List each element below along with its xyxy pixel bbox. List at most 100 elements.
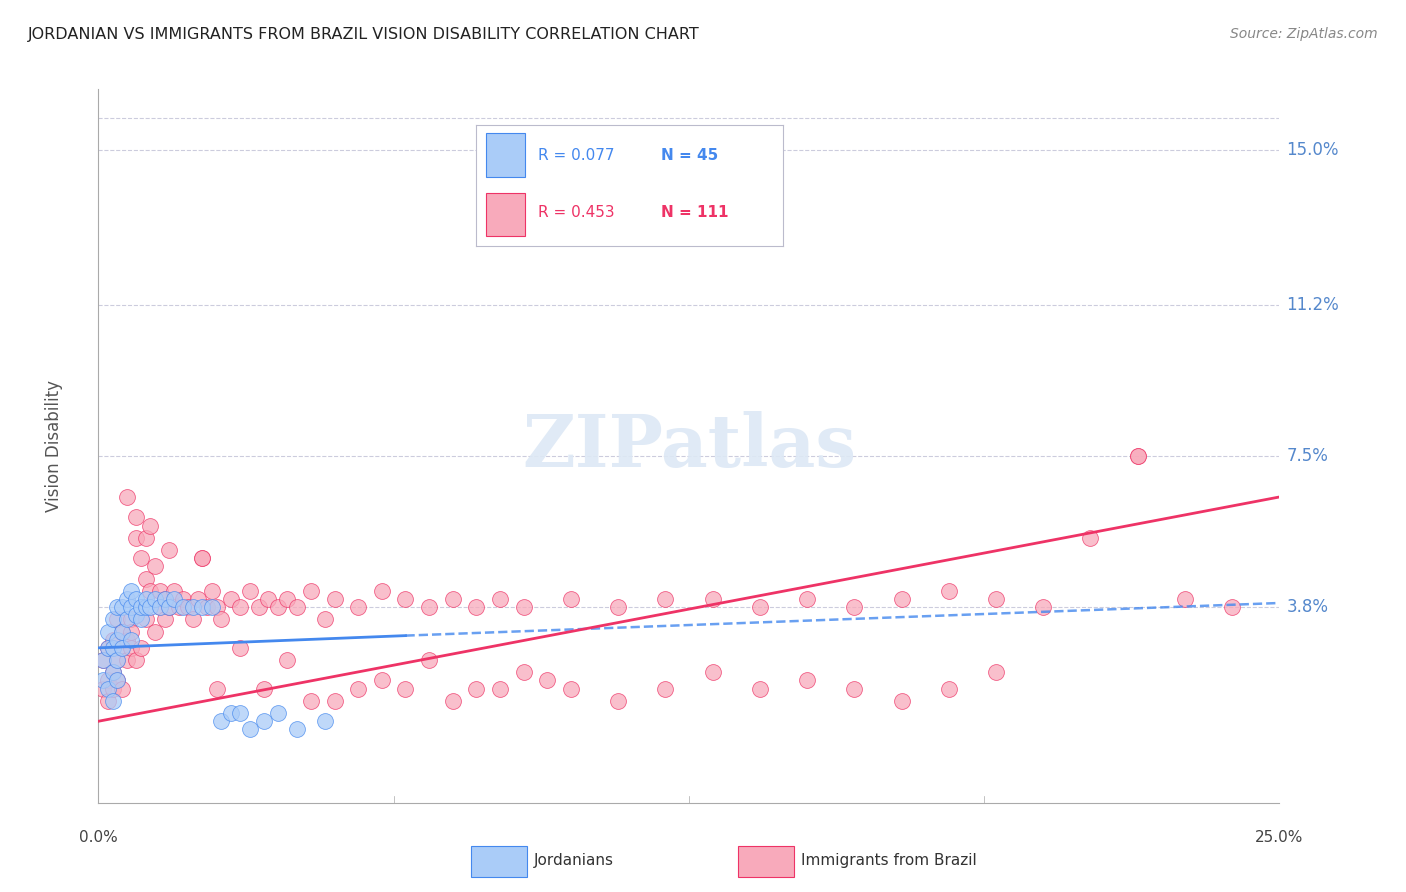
Point: [153, 612, 176, 626]
Point: [143, 624, 166, 639]
Text: R = 0.453: R = 0.453: [537, 205, 614, 219]
Point: [201, 600, 224, 615]
Point: [205, 600, 228, 615]
Point: [157, 543, 180, 558]
Point: [101, 632, 124, 647]
Point: [394, 681, 416, 696]
Point: [111, 600, 134, 615]
Point: [191, 600, 214, 615]
Point: [172, 591, 194, 606]
Text: 7.5%: 7.5%: [1286, 447, 1329, 466]
Point: [890, 694, 912, 708]
Point: [135, 612, 157, 626]
Text: JORDANIAN VS IMMIGRANTS FROM BRAZIL VISION DISABILITY CORRELATION CHART: JORDANIAN VS IMMIGRANTS FROM BRAZIL VISI…: [28, 27, 700, 42]
Point: [91, 653, 114, 667]
Point: [299, 583, 322, 598]
Point: [205, 681, 228, 696]
Point: [97, 681, 120, 696]
Text: ZIPatlas: ZIPatlas: [522, 410, 856, 482]
Point: [844, 681, 866, 696]
Point: [371, 583, 394, 598]
Point: [347, 600, 370, 615]
Point: [135, 591, 157, 606]
Text: N = 111: N = 111: [661, 205, 728, 219]
Point: [97, 640, 120, 655]
Point: [984, 665, 1007, 680]
Point: [229, 640, 252, 655]
Point: [125, 591, 148, 606]
Point: [115, 591, 138, 606]
Point: [121, 624, 143, 639]
Point: [105, 673, 128, 688]
Point: [187, 591, 209, 606]
Point: [489, 681, 512, 696]
Text: Vision Disability: Vision Disability: [45, 380, 62, 512]
Point: [247, 600, 270, 615]
Point: [938, 681, 960, 696]
Point: [97, 694, 120, 708]
Point: [560, 591, 582, 606]
Point: [135, 531, 157, 545]
Point: [105, 632, 128, 647]
Point: [239, 723, 262, 737]
Point: [177, 600, 200, 615]
Point: [125, 531, 148, 545]
Point: [101, 612, 124, 626]
Point: [163, 591, 186, 606]
Point: [938, 583, 960, 598]
Point: [111, 640, 134, 655]
Point: [276, 653, 298, 667]
Point: [111, 681, 134, 696]
Text: 0.0%: 0.0%: [79, 830, 118, 845]
Point: [748, 600, 770, 615]
Point: [149, 600, 172, 615]
Point: [97, 624, 120, 639]
Point: [257, 591, 280, 606]
Point: [1080, 531, 1102, 545]
Point: [143, 591, 166, 606]
Point: [441, 591, 464, 606]
Point: [139, 518, 162, 533]
Text: Source: ZipAtlas.com: Source: ZipAtlas.com: [1230, 27, 1378, 41]
Point: [890, 591, 912, 606]
Point: [465, 681, 488, 696]
Point: [796, 591, 818, 606]
Point: [607, 600, 630, 615]
Text: R = 0.077: R = 0.077: [537, 148, 614, 162]
Point: [195, 600, 218, 615]
Point: [105, 612, 128, 626]
Point: [267, 600, 290, 615]
Point: [97, 673, 120, 688]
Point: [101, 640, 124, 655]
Point: [1220, 600, 1243, 615]
Point: [209, 612, 232, 626]
Point: [654, 591, 676, 606]
Point: [984, 591, 1007, 606]
Point: [219, 706, 242, 720]
Point: [129, 551, 152, 566]
Point: [91, 673, 114, 688]
Point: [105, 653, 128, 667]
Point: [121, 583, 143, 598]
Point: [1174, 591, 1197, 606]
Point: [1126, 449, 1149, 463]
Point: [181, 612, 204, 626]
Point: [844, 600, 866, 615]
Point: [441, 694, 464, 708]
Point: [229, 600, 252, 615]
Text: 25.0%: 25.0%: [1256, 830, 1303, 845]
Point: [149, 600, 172, 615]
Point: [111, 640, 134, 655]
Bar: [485, 134, 526, 177]
Point: [702, 665, 724, 680]
Point: [191, 551, 214, 566]
Point: [157, 600, 180, 615]
Point: [125, 608, 148, 623]
Point: [267, 706, 290, 720]
Point: [512, 600, 534, 615]
Point: [125, 653, 148, 667]
Point: [139, 600, 162, 615]
Point: [91, 653, 114, 667]
Text: Immigrants from Brazil: Immigrants from Brazil: [801, 854, 977, 868]
Point: [323, 591, 346, 606]
